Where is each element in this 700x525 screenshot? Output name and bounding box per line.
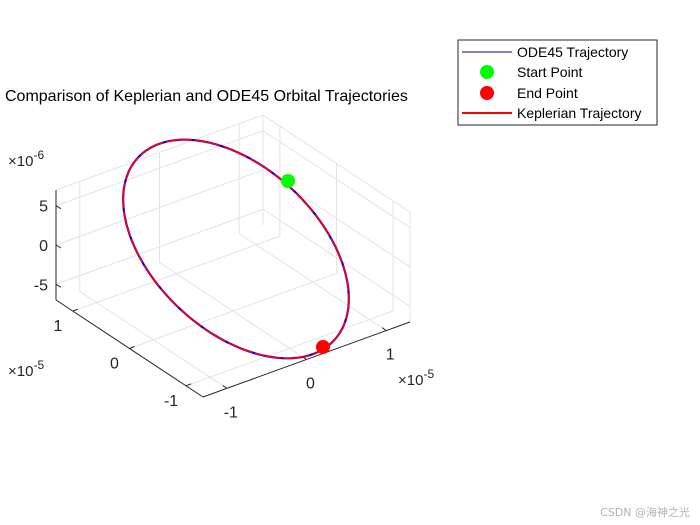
x-exponent-base: ×10	[398, 372, 423, 389]
end-point-marker	[316, 340, 330, 354]
z-tick	[55, 205, 62, 210]
grid-line	[262, 208, 411, 307]
z-tick-label: -5	[34, 277, 48, 294]
z-exponent-base: ×10	[8, 153, 33, 170]
y-exponent-base: ×10	[8, 363, 33, 380]
orbit-plot	[122, 138, 350, 360]
y-tick	[129, 346, 135, 349]
grid-line	[55, 208, 264, 285]
y-tick	[185, 383, 192, 387]
z-tick-labels: -5 0 5	[34, 199, 48, 295]
grid-line	[129, 273, 337, 349]
x-tick-label: 1	[386, 347, 395, 364]
x-tick	[381, 327, 387, 332]
legend-entry-start: Start Point	[517, 64, 582, 80]
watermark: CSDN @海神之光	[600, 505, 690, 519]
y-tick	[72, 308, 79, 312]
start-point-marker	[281, 174, 295, 188]
y-tick-labels: -1 0 1	[53, 318, 178, 410]
x-tick	[222, 384, 228, 389]
box-edge	[262, 114, 411, 213]
legend-swatch-start	[480, 65, 494, 79]
z-tick	[55, 244, 62, 249]
axes-grid	[55, 123, 411, 389]
z-tick-label: 0	[39, 238, 48, 255]
legend-entry-kepler: Keplerian Trajectory	[517, 105, 642, 121]
z-tick-label: 5	[39, 199, 48, 216]
legend-swatch-end	[480, 86, 494, 100]
grid-line	[55, 130, 264, 207]
z-tick	[55, 283, 62, 288]
ode45-trajectory	[122, 138, 350, 360]
x-exponent-label: ×10-5	[398, 367, 434, 389]
x-exponent-power: -5	[423, 367, 434, 381]
grid-line	[55, 169, 264, 246]
y-tick-label: -1	[164, 393, 178, 410]
x-tick-label: 0	[306, 376, 315, 393]
y-tick-label: 1	[53, 318, 62, 335]
legend-entry-ode45: ODE45 Trajectory	[517, 44, 628, 60]
y-exponent-label: ×10-5	[8, 358, 44, 380]
grid-line	[262, 130, 411, 229]
y-exponent-power: -5	[33, 358, 44, 372]
grid-line	[185, 310, 394, 387]
legend-entry-end: End Point	[517, 85, 578, 101]
legend-box	[457, 39, 658, 126]
keplerian-trajectory	[122, 138, 350, 360]
box-edge	[55, 114, 264, 191]
y-tick-label: 0	[110, 356, 119, 373]
legend: ODE45 Trajectory Start Point End Point K…	[457, 39, 658, 126]
z-exponent-power: -6	[33, 148, 44, 162]
x-tick-labels: -1 0 1	[224, 347, 395, 422]
grid-line	[72, 235, 281, 312]
z-exponent-label: ×10-6	[8, 148, 44, 170]
x-tick-label: -1	[224, 404, 238, 421]
chart-title: Comparison of Keplerian and ODE45 Orbita…	[5, 88, 408, 105]
